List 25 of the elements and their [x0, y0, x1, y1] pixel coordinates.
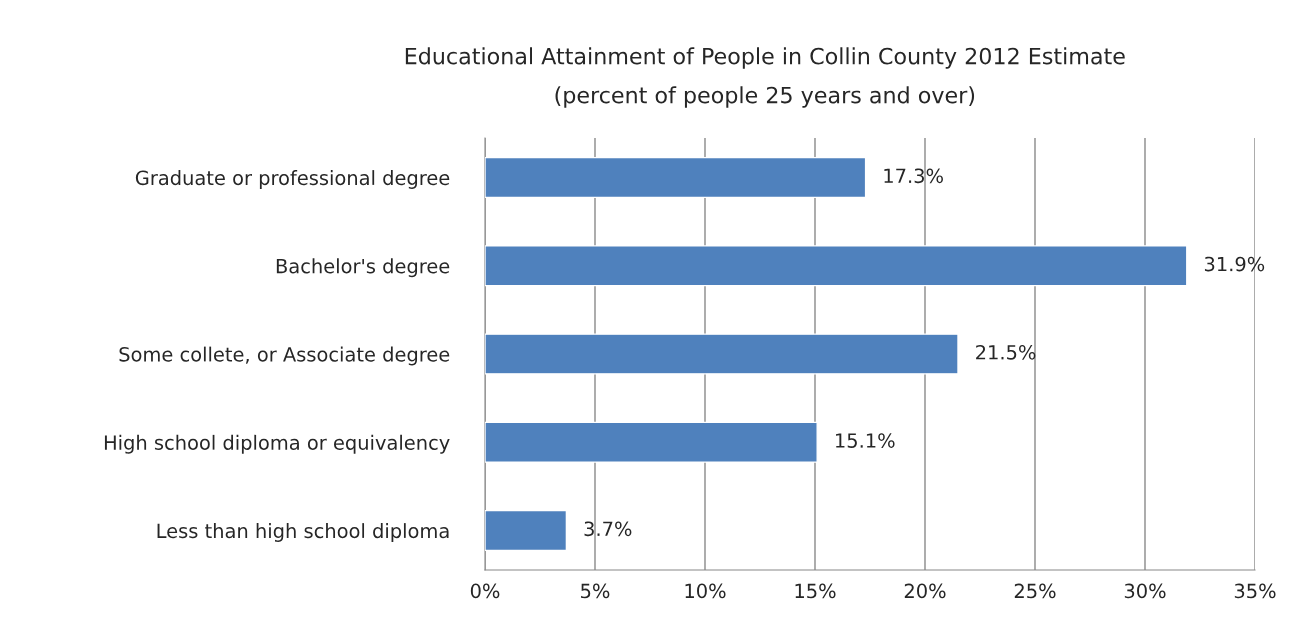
data-label: 31.9% — [1204, 256, 1265, 272]
bar — [485, 421, 818, 463]
y-tick-label: Some collete, or Associate degree — [119, 346, 450, 366]
data-label: 3.7% — [584, 521, 632, 537]
x-tick-label: 5% — [581, 583, 610, 599]
chart-subtitle: (percent of people 25 years and over) — [555, 86, 975, 108]
data-label: 15.1% — [836, 433, 895, 448]
bar — [485, 333, 959, 375]
x-tick-label: 10% — [685, 583, 726, 599]
bar — [485, 509, 568, 552]
x-tick-label: 30% — [1124, 583, 1166, 599]
x-tick-label: 35% — [1234, 583, 1276, 599]
y-tick-label: Less than high school diploma — [157, 523, 449, 542]
y-tick-label: Graduate or professional degree — [135, 170, 450, 189]
y-tick-label: High school diploma or equivalency — [104, 434, 450, 454]
data-label: 17.3% — [884, 168, 943, 184]
x-tick-label: 20% — [904, 583, 946, 599]
chart-title: Educational Attainment of People in Collin County 2012 Estimate — [405, 47, 1125, 69]
bar — [485, 156, 867, 199]
y-tick-label: Bachelor's degree — [276, 258, 450, 278]
data-label: 21.5% — [976, 344, 1036, 360]
x-tick-label: 15% — [795, 583, 836, 599]
x-tick-label: 25% — [1014, 583, 1056, 599]
x-tick-label: 0% — [470, 583, 500, 599]
bar — [485, 245, 1188, 287]
